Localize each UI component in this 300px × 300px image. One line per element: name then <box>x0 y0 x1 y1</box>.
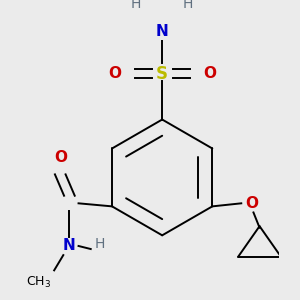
Text: O: O <box>109 66 122 81</box>
Text: N: N <box>63 238 76 253</box>
Text: CH$_3$: CH$_3$ <box>26 275 52 290</box>
Text: O: O <box>54 150 67 165</box>
Text: H: H <box>95 238 105 251</box>
Text: H: H <box>131 0 142 11</box>
Text: H: H <box>183 0 193 11</box>
Text: O: O <box>203 66 216 81</box>
Text: N: N <box>156 24 169 39</box>
Text: S: S <box>156 65 168 83</box>
Text: O: O <box>245 196 258 211</box>
